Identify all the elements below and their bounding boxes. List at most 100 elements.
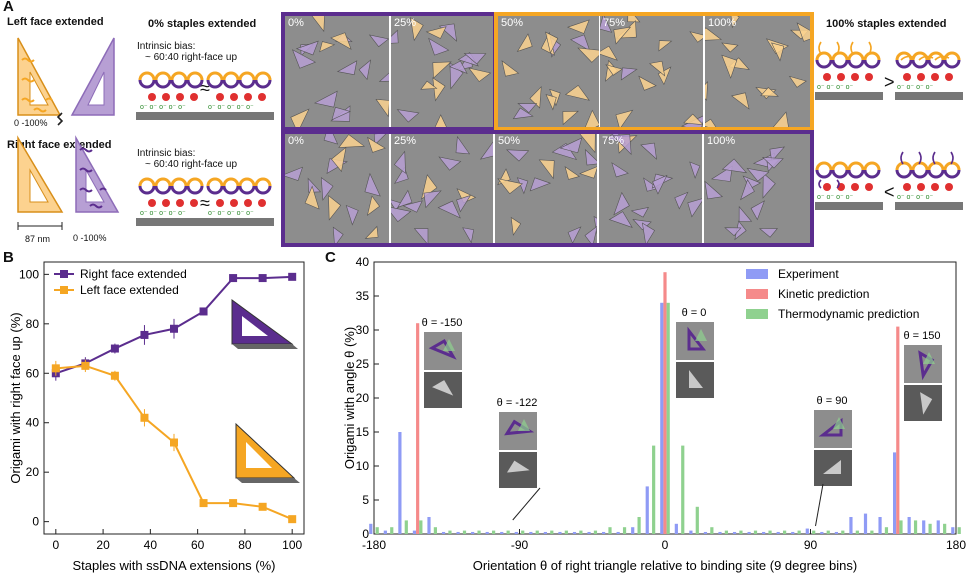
bar-1-1 (663, 272, 667, 534)
bar-0-16 (602, 531, 606, 534)
x-tick-label-1: 20 (96, 538, 110, 552)
annotation-site-3 (833, 417, 845, 429)
bar-0-18 (631, 527, 635, 534)
bar-0-24 (718, 531, 722, 534)
bar-0-26 (747, 531, 751, 534)
bar-2-31 (826, 530, 830, 534)
annotation-site-4 (923, 352, 935, 364)
bar-0-9 (500, 531, 504, 534)
annotation-micro-triangle-4 (920, 392, 933, 415)
x-tick-label-2: 40 (144, 538, 158, 552)
panel-b-letter: B (3, 249, 14, 266)
y-tick-label-5: 25 (356, 357, 370, 371)
plot-frame (43, 261, 305, 535)
range-label-top: 0 -100% (14, 118, 48, 128)
bar-2-5 (448, 530, 452, 534)
annotation-site-2 (695, 329, 707, 341)
data-point-1-4 (170, 438, 178, 447)
y-tick-label-0: 0 (32, 515, 39, 529)
bar-0-15 (587, 531, 591, 534)
zero-staples-title: 0% staples extended (148, 18, 257, 30)
y-tick-label-3: 15 (356, 425, 370, 439)
x-tick-label-2: 0 (662, 538, 669, 552)
bar-2-15 (593, 530, 598, 534)
bias-line1-bottom: Intrinsic bias: (137, 148, 196, 159)
x-tick-label-3: 90 (804, 538, 818, 552)
triangle-schematics (17, 37, 120, 230)
y-tick-label-2: 40 (26, 416, 40, 430)
top-micrograph-label-0: 0% (288, 17, 304, 29)
bar-0-14 (572, 531, 577, 534)
annotation-1: θ = -122 (497, 397, 538, 488)
bias-line2-top: ~ 60:40 right-face up (145, 52, 238, 63)
bottom-micrograph-label-4: 100% (707, 135, 736, 147)
bar-2-26 (753, 530, 758, 534)
bar-2-38 (928, 523, 932, 534)
bar-0-29 (791, 531, 795, 534)
right-face-triangle-purple (75, 135, 120, 213)
bar-2-33 (855, 530, 859, 534)
bar-0-22 (689, 530, 693, 534)
annotation-triangle-4 (918, 350, 935, 381)
left-face-triangle-purple (70, 37, 115, 116)
legend-label-2: Thermodynamic prediction (778, 307, 919, 321)
annotation-2: θ = 0 (676, 307, 714, 398)
right-face-triangle-orange (17, 135, 64, 213)
data-point-1-3 (140, 413, 149, 422)
bar-0-8 (485, 531, 489, 534)
bar-0-5 (441, 531, 446, 534)
frame-bottom-purple (281, 130, 814, 247)
bias-line1-top: Intrinsic bias: (137, 41, 196, 52)
bar-2-22 (695, 506, 699, 534)
frame-top-right-orange (494, 12, 814, 131)
legend-swatch-1 (746, 289, 768, 299)
bar-2-4 (433, 527, 437, 534)
top-micrograph-label-1: 25% (394, 17, 417, 29)
chart-b: 0 20 40 60 80 100 0 20 40 60 80 100 Staples with ssD… (8, 261, 305, 573)
annotation-label-3: θ = 90 (817, 395, 848, 407)
panel-c-letter: C (325, 249, 336, 266)
legend-label-1: Kinetic prediction (778, 287, 869, 301)
bottom-micrograph-3: 75% (599, 134, 702, 243)
bottom-micrograph-label-0: 0% (288, 135, 304, 147)
annotation-label-1: θ = -122 (497, 397, 538, 409)
x-tick-label-5: 100 (282, 538, 302, 552)
annotation-micro-triangle-0 (432, 380, 454, 396)
y-tick-label-7: 35 (356, 289, 370, 303)
bar-2-39 (943, 523, 947, 534)
data-point-0-2 (110, 344, 119, 353)
bar-2-16 (608, 527, 612, 534)
y-axis-label: Origami with angle θ (%) (342, 327, 357, 469)
x-axis-label: Orientation θ of right triangle relative… (473, 558, 857, 573)
bar-2-6 (462, 530, 467, 534)
y-tick-label-0: 0 (362, 527, 369, 541)
annotation-label-0: θ = -150 (422, 317, 463, 329)
bar-2-34 (870, 530, 874, 534)
bar-0-4 (427, 517, 431, 534)
bar-2-10 (521, 530, 525, 534)
bar-0-13 (558, 531, 562, 534)
bar-0-37 (907, 517, 911, 534)
y-axis-label: Origami with right face up (%) (8, 312, 23, 483)
bar-2-27 (768, 530, 772, 534)
legend-label-0: Right face extended (80, 267, 187, 281)
bar-0-40 (951, 527, 955, 534)
bar-2-9 (506, 530, 510, 534)
legend-swatch-0 (746, 269, 768, 279)
bar-2-13 (564, 530, 568, 534)
hundred-staples-title: 100% staples extended (826, 18, 947, 30)
top-micrograph-2: 50% (498, 16, 599, 127)
bottom-micrograph-label-3: 75% (602, 135, 625, 147)
y-tick-label-4: 80 (26, 317, 40, 331)
top-micrograph-4: 100% (705, 16, 810, 127)
top-micrograph-label-2: 50% (501, 17, 524, 29)
bar-2-0 (375, 527, 379, 534)
bar-0-10 (514, 531, 518, 534)
bias-line2-bottom: ~ 60:40 right-face up (145, 159, 238, 170)
bar-0-31 (820, 531, 824, 534)
bar-0-12 (543, 531, 547, 534)
x-tick-label-4: 80 (238, 538, 252, 552)
data-point-1-6 (229, 499, 238, 508)
chart-c: -180 -90 0 90 180 0 5 10 15 20 25 30 35 40 Orientation… (342, 255, 966, 573)
bottom-micrograph-0: 0% (285, 134, 389, 243)
